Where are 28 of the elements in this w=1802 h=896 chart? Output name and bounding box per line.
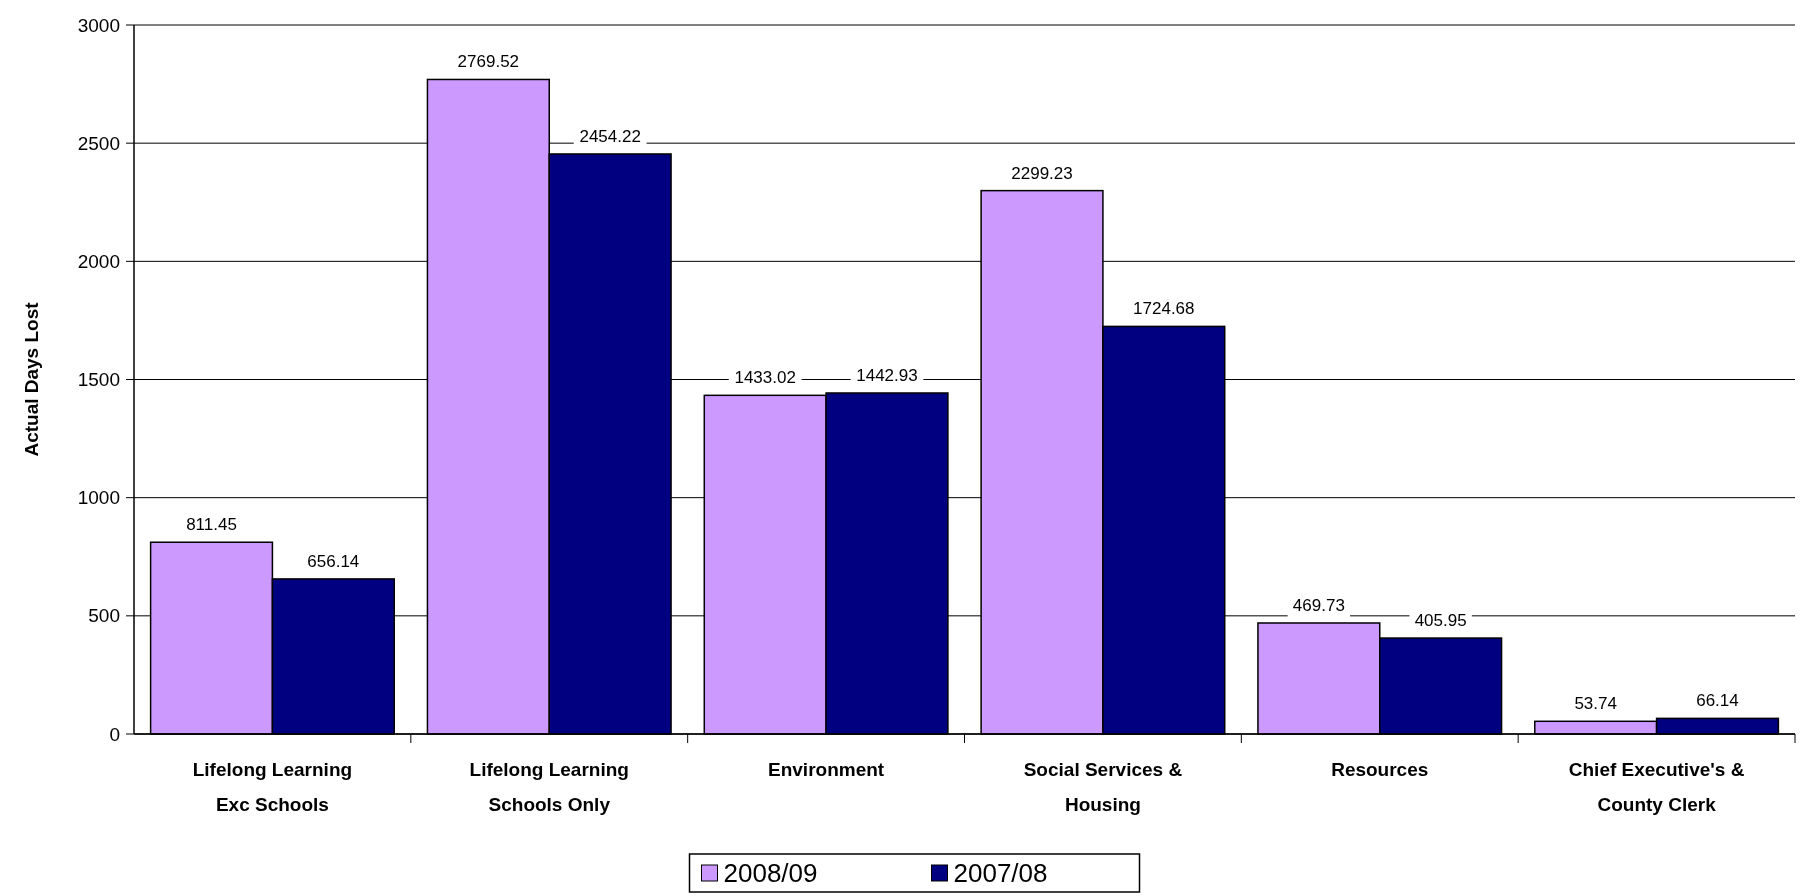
- x-tick-label: Lifelong Learning Schools Only: [469, 759, 629, 815]
- data-label: 2299.23: [1011, 163, 1073, 183]
- y-tick-label: 3000: [77, 14, 120, 36]
- data-label: 2769.52: [457, 52, 520, 72]
- x-tick-label: Social Services & Housing: [1023, 759, 1183, 815]
- data-label: 656.14: [307, 551, 360, 571]
- x-tick-label: Lifelong Learning Exc Schools: [192, 759, 353, 815]
- data-label: 66.14: [1696, 691, 1739, 711]
- data-label: 1442.93: [856, 365, 918, 385]
- x-tick-label: Resources: [1331, 759, 1429, 780]
- y-tick-label: 500: [88, 605, 120, 627]
- legend-label: 2008/09: [723, 858, 818, 889]
- y-tick-label: 1500: [77, 369, 120, 391]
- legend-label: 2007/08: [953, 858, 1048, 889]
- y-tick-label: 1000: [77, 487, 120, 509]
- y-tick-label: 2000: [77, 250, 120, 272]
- x-tick-label: Chief Executive's & County Clerk: [1568, 759, 1745, 815]
- data-label: 53.74: [1574, 694, 1617, 714]
- data-label: 1724.68: [1133, 299, 1195, 319]
- data-label: 1433.02: [734, 368, 796, 388]
- data-label: 2454.22: [579, 126, 641, 146]
- data-label: 811.45: [186, 515, 237, 535]
- x-tick-label: Environment: [768, 759, 885, 780]
- y-axis-title: Actual Days Lost: [21, 301, 42, 457]
- y-tick-label: 2500: [77, 132, 120, 154]
- y-tick-label: 0: [109, 723, 120, 745]
- data-label: 405.95: [1414, 611, 1467, 631]
- data-label: 469.73: [1292, 595, 1345, 615]
